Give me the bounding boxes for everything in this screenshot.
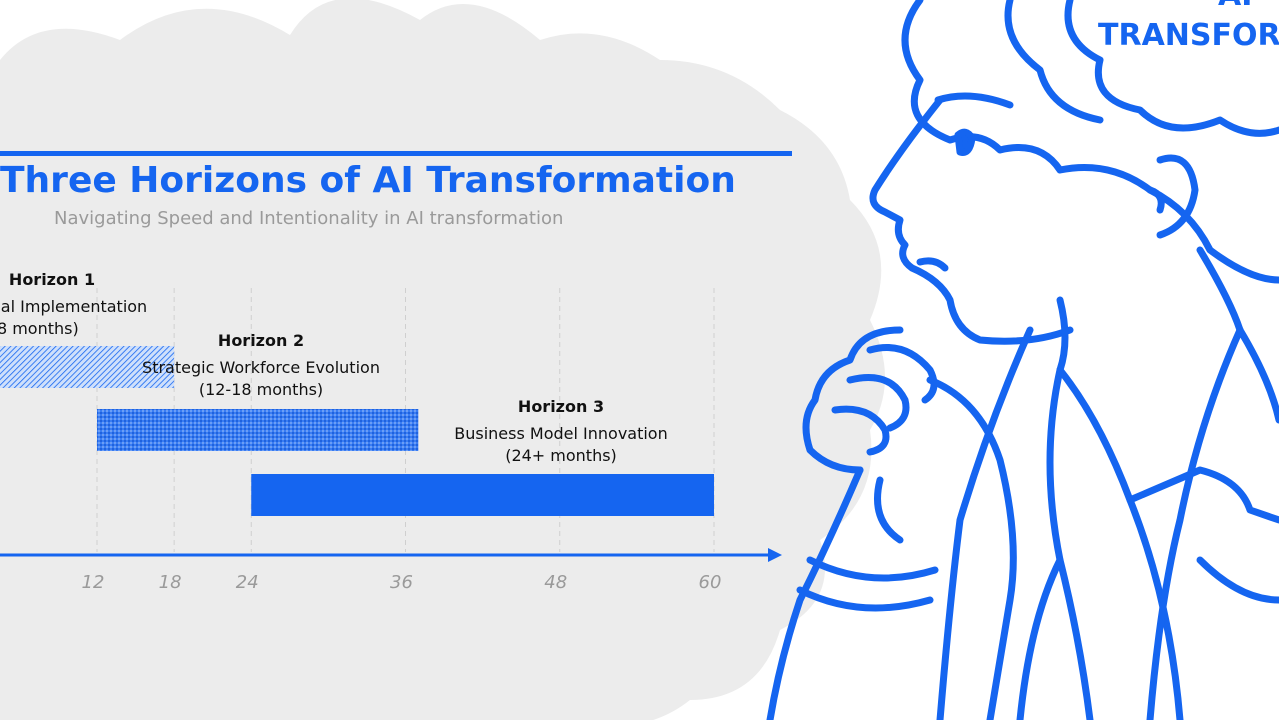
horizon-2-label: Strategic Workforce Evolution (12-18 mon…	[142, 358, 380, 399]
cloud-background	[0, 0, 885, 720]
x-tick-label-18: 18	[159, 572, 182, 593]
horizon-2-bar	[97, 409, 419, 451]
horizon-3-bar	[251, 474, 714, 516]
horizon-3-name: Horizon 3	[517, 397, 605, 416]
thinking-person-illustration	[766, 0, 1279, 720]
horizon-1-name: Horizon 1	[8, 270, 96, 289]
x-tick-label-24: 24	[236, 572, 259, 593]
x-tick-label-36: 36	[390, 572, 413, 593]
horizon-1-label: al Implementation 0-18 months)	[0, 297, 148, 338]
chart-subtitle: Navigating Speed and Intentionality in A…	[54, 208, 564, 229]
thought-bubble-text: TRANSFOR	[1098, 18, 1279, 53]
chart-title: Three Horizons of AI Transformation	[0, 160, 736, 201]
title-rule	[0, 151, 792, 156]
x-axis-ticks: 12 18 24 36 48 60	[82, 572, 722, 593]
x-tick-label-48: 48	[544, 572, 567, 593]
x-axis	[0, 548, 782, 562]
horizon-3-label: Business Model Innovation (24+ months)	[454, 424, 668, 465]
x-tick-label-12: 12	[82, 572, 105, 593]
horizon-2-name: Horizon 2	[217, 331, 305, 350]
x-tick-label-60: 60	[699, 572, 722, 593]
chart-bars	[0, 346, 714, 516]
horizon-1-bar	[0, 346, 175, 388]
thought-bubble-top-text: AI	[1218, 0, 1252, 13]
